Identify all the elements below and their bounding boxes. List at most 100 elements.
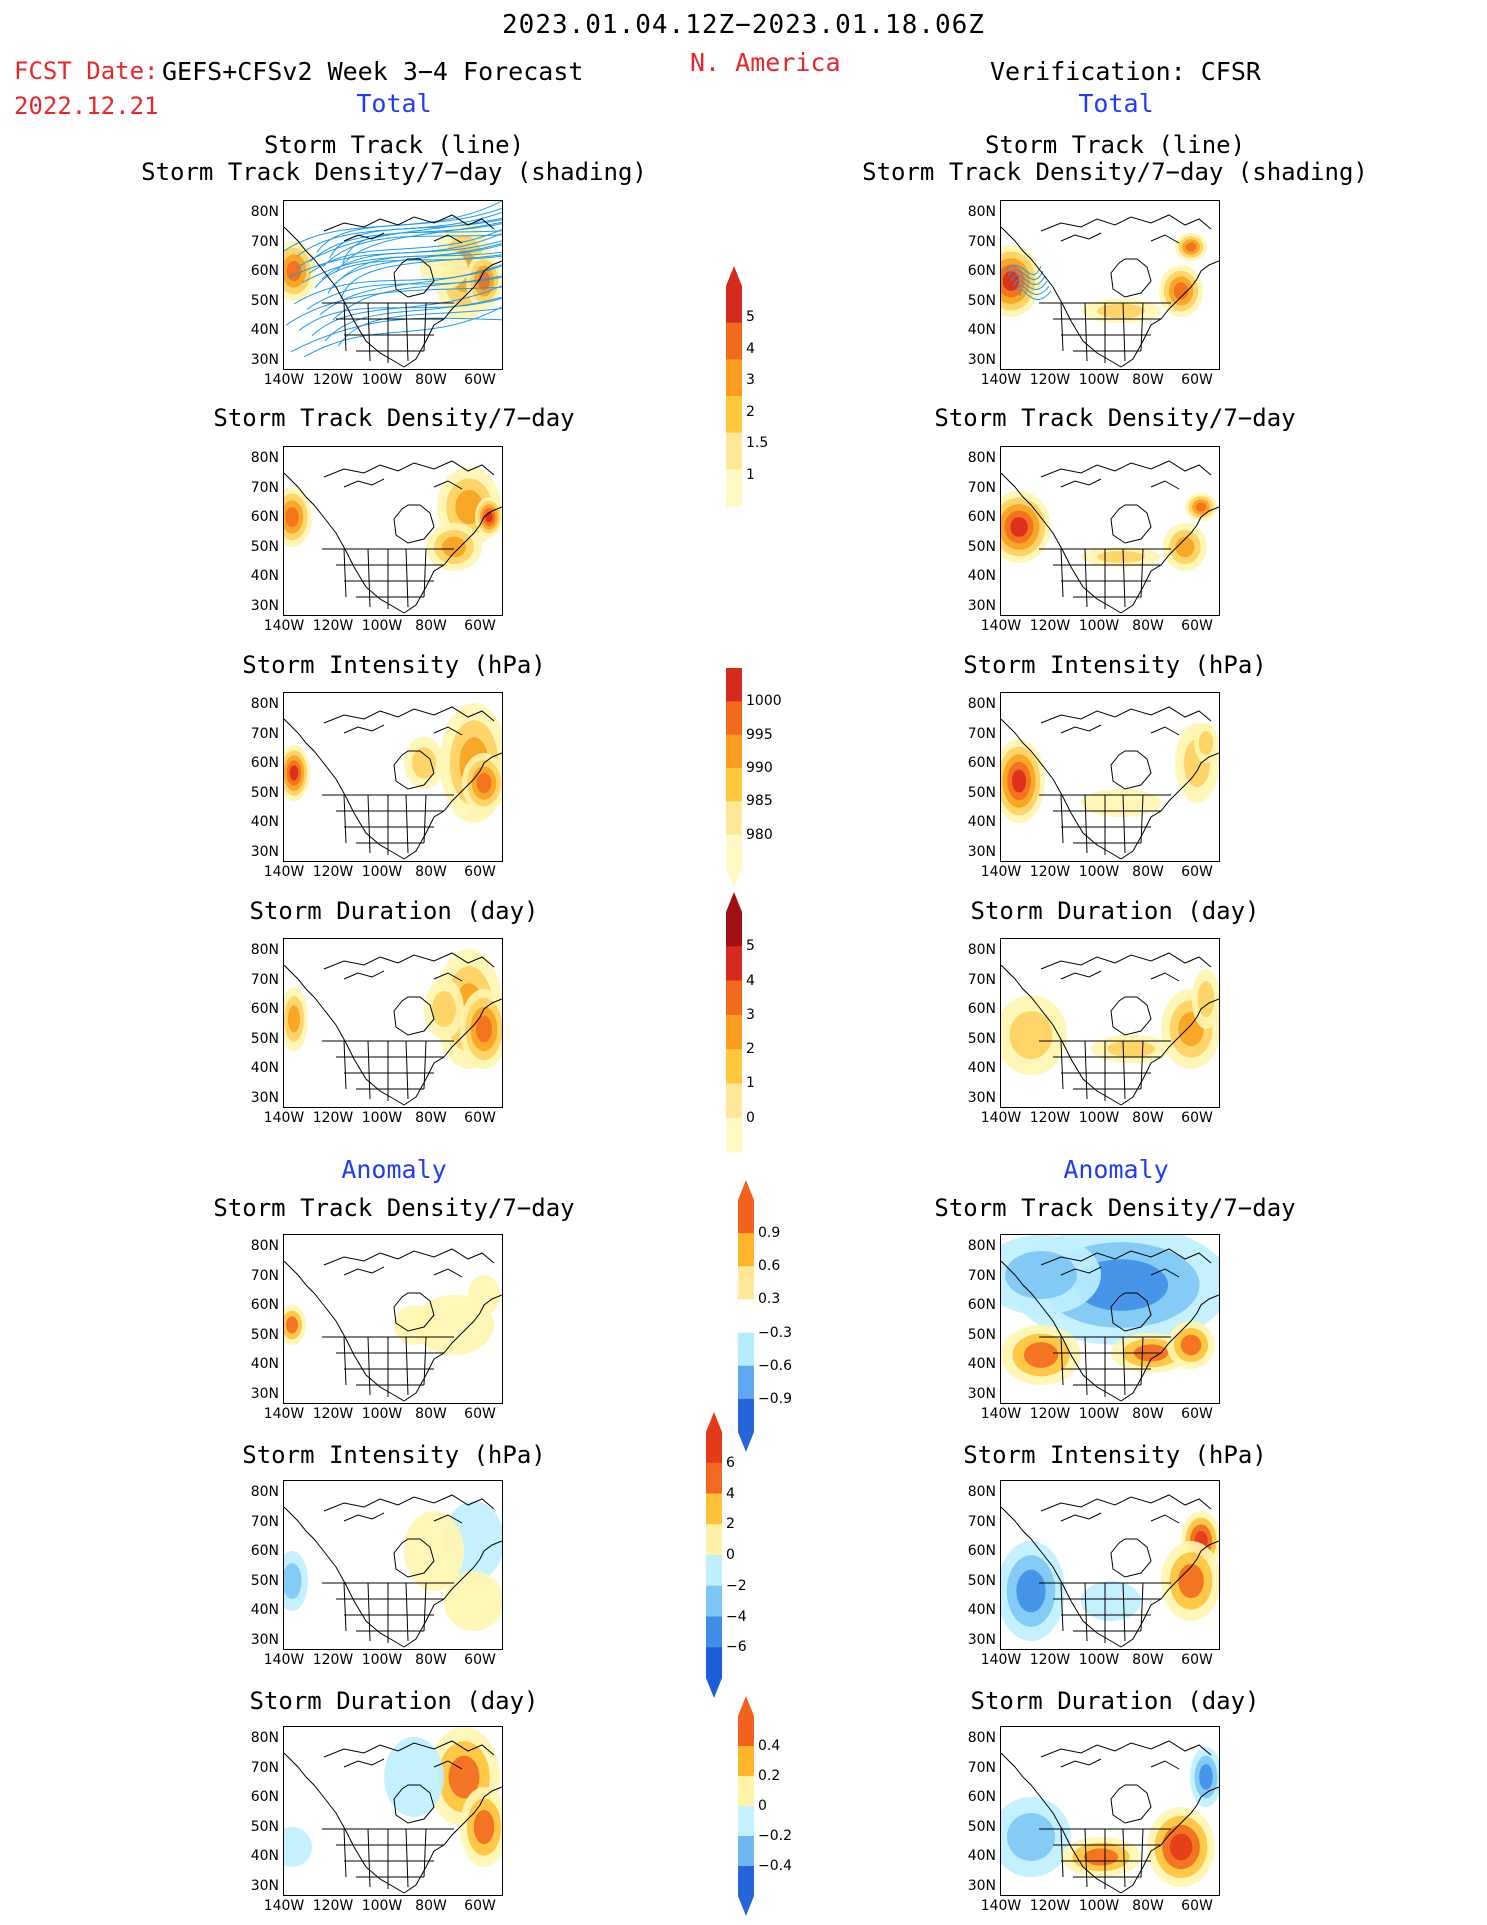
lat-label: 80N xyxy=(967,1238,996,1254)
colorbar-intensity-anom xyxy=(706,1412,722,1698)
colorbar-label: 1000 xyxy=(746,693,782,710)
colorbar-label: 0.3 xyxy=(758,1291,781,1308)
lat-label: 50N xyxy=(250,1326,279,1343)
lat-label: 80N xyxy=(967,696,996,712)
verification-track-line-map xyxy=(1000,200,1220,370)
lon-label: 140W xyxy=(263,1406,305,1422)
lon-label: 60W xyxy=(1181,864,1213,880)
lat-label: 50N xyxy=(967,292,996,309)
lon-label: 100W xyxy=(1078,864,1120,880)
lon-label: 120W xyxy=(1029,372,1071,388)
verification-title: Verification: CFSR xyxy=(990,57,1261,86)
region-title: N. America xyxy=(690,48,841,77)
lat-label: 80N xyxy=(967,1730,996,1746)
lon-label: 140W xyxy=(980,618,1022,634)
lat-label: 70N xyxy=(250,1513,279,1530)
lon-label: 80W xyxy=(1132,1652,1164,1668)
lat-label: 30N xyxy=(250,1877,279,1894)
lon-label: 120W xyxy=(1029,1406,1071,1422)
lat-label: 40N xyxy=(967,1356,996,1372)
lat-label: 60N xyxy=(967,509,996,525)
lat-label: 70N xyxy=(967,479,996,496)
lat-label: 70N xyxy=(250,479,279,496)
lat-label: 50N xyxy=(967,784,996,801)
colorbar-duration-anom xyxy=(738,1696,754,1916)
date-range-title: 2023.01.04.12Z−2023.01.18.06Z xyxy=(502,10,985,40)
fcst-date-value: 2022.12.21 xyxy=(14,92,159,120)
lon-label: 80W xyxy=(415,618,447,634)
lon-label: 120W xyxy=(312,864,354,880)
colorbar-label: 0.4 xyxy=(758,1738,781,1754)
lat-label: 70N xyxy=(967,1759,996,1776)
lat-label: 60N xyxy=(250,755,279,771)
lat-label: 40N xyxy=(250,814,279,830)
lon-label: 140W xyxy=(980,864,1022,880)
lat-label: 50N xyxy=(967,1572,996,1589)
lat-label: 60N xyxy=(250,509,279,525)
lon-label: 60W xyxy=(464,372,496,388)
colorbar-duration-total xyxy=(726,892,742,1153)
lon-label: 80W xyxy=(1132,1110,1164,1126)
lat-label: 30N xyxy=(967,351,996,368)
fcst-intensity-title: Storm Intensity (hPa) xyxy=(242,651,546,679)
colorbar-label: −4 xyxy=(726,1608,747,1625)
lon-label: 140W xyxy=(263,372,305,388)
lat-label: 70N xyxy=(967,1267,996,1284)
obs-track-shading-title: Storm Track Density/7−day (shading) xyxy=(862,158,1368,186)
lon-label: 80W xyxy=(415,1898,447,1914)
obs-intensity-title: Storm Intensity (hPa) xyxy=(963,651,1267,679)
lon-label: 140W xyxy=(263,618,305,634)
fcst-track-shading-title: Storm Track Density/7−day (shading) xyxy=(141,158,647,186)
lat-label: 50N xyxy=(967,1326,996,1343)
lat-label: 30N xyxy=(967,843,996,860)
lon-label: 120W xyxy=(312,1898,354,1914)
verification-anomaly-heading: Anomaly xyxy=(1063,1155,1169,1184)
lat-label: 40N xyxy=(250,1060,279,1076)
lat-label: 60N xyxy=(967,1543,996,1559)
lat-label: 30N xyxy=(250,843,279,860)
lat-label: 40N xyxy=(967,322,996,338)
colorbar-label: 1 xyxy=(746,1075,755,1092)
lon-label: 60W xyxy=(464,1110,496,1126)
lon-label: 140W xyxy=(980,1110,1022,1126)
verification-total-heading: Total xyxy=(1078,89,1154,118)
lat-label: 70N xyxy=(967,1513,996,1530)
colorbar-density-total xyxy=(726,266,742,507)
fcst-density-title: Storm Track Density/7−day xyxy=(213,404,575,432)
lat-label: 50N xyxy=(250,538,279,555)
lon-label: 100W xyxy=(361,1898,403,1914)
lat-label: 70N xyxy=(967,725,996,742)
forecast-density-anom-map xyxy=(283,1234,503,1404)
colorbar-density-anom xyxy=(738,1180,754,1452)
colorbar-label: 990 xyxy=(746,760,773,776)
forecast-track-line-map xyxy=(283,200,503,370)
lon-label: 140W xyxy=(980,1406,1022,1422)
verification-intensity-map xyxy=(1000,692,1220,862)
lon-label: 80W xyxy=(415,1652,447,1668)
colorbar-label: 0.9 xyxy=(758,1225,781,1242)
colorbar-label: 0 xyxy=(758,1798,767,1814)
lat-label: 50N xyxy=(967,1030,996,1047)
verification-intensity-anom-map xyxy=(1000,1480,1220,1650)
lon-label: 100W xyxy=(1078,1406,1120,1422)
lat-label: 80N xyxy=(250,204,279,220)
lon-label: 60W xyxy=(464,618,496,634)
obs-density-title: Storm Track Density/7−day xyxy=(934,404,1296,432)
colorbar-label: −0.2 xyxy=(758,1828,792,1844)
lon-label: 120W xyxy=(312,1406,354,1422)
lat-label: 80N xyxy=(250,696,279,712)
lat-label: 80N xyxy=(967,450,996,466)
colorbar-label: −0.4 xyxy=(758,1858,792,1874)
lat-label: 50N xyxy=(250,1572,279,1589)
verification-density-anom-map xyxy=(1000,1234,1220,1404)
lon-label: 80W xyxy=(1132,618,1164,634)
lat-label: 70N xyxy=(250,233,279,250)
lon-label: 100W xyxy=(361,864,403,880)
lat-label: 70N xyxy=(967,233,996,250)
lat-label: 60N xyxy=(250,1297,279,1313)
lon-label: 140W xyxy=(263,1652,305,1668)
lon-label: 120W xyxy=(1029,1652,1071,1668)
lon-label: 120W xyxy=(312,1110,354,1126)
lon-label: 60W xyxy=(1181,1898,1213,1914)
lon-label: 100W xyxy=(1078,1110,1120,1126)
